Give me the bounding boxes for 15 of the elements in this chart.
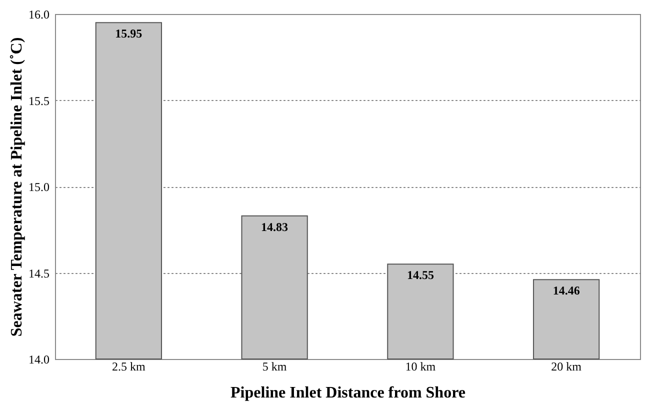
data-label: 14.46 xyxy=(552,284,580,298)
x-tick-label: 2.5 km xyxy=(112,360,146,374)
data-label: 14.55 xyxy=(406,268,434,282)
y-axis-title: Seawater Temperature at Pipeline Inlet (˚C) xyxy=(8,37,26,337)
data-label: 14.83 xyxy=(261,220,288,234)
y-tick-label: 14.0 xyxy=(28,352,50,366)
y-tick-label: 15.0 xyxy=(28,180,50,194)
x-tick-label: 5 km xyxy=(262,360,288,374)
x-axis-title: Pipeline Inlet Distance from Shore xyxy=(230,384,466,402)
y-tick-label: 16.0 xyxy=(28,8,50,22)
data-label: 15.95 xyxy=(115,26,142,41)
y-tick-label: 14.5 xyxy=(28,266,50,280)
x-tick-label: 20 km xyxy=(551,360,582,374)
y-tick-label: 15.5 xyxy=(28,94,50,108)
x-tick-label: 10 km xyxy=(405,360,436,374)
